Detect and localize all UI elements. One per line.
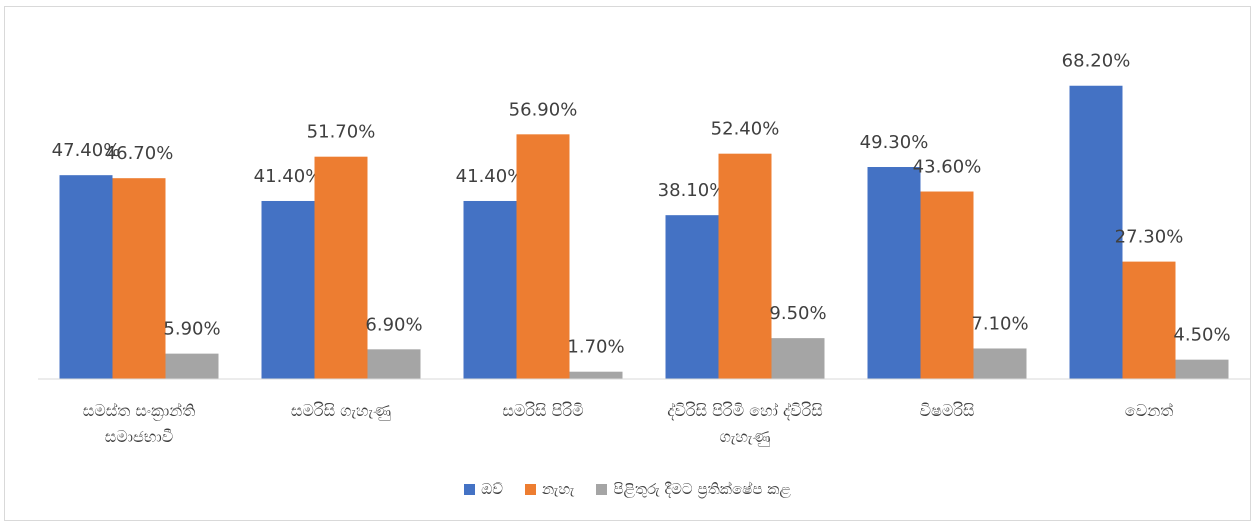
bar — [569, 371, 623, 379]
legend-swatch — [525, 483, 536, 495]
bar — [1122, 261, 1176, 379]
bar — [920, 191, 974, 379]
x-tick-label: සමරිසි ගැහැණු — [290, 401, 392, 420]
legend-label: ඔව් — [481, 480, 503, 498]
data-label: 56.90% — [509, 99, 578, 120]
data-label: 1.70% — [567, 337, 624, 358]
legend-label: නැහැ — [542, 480, 575, 498]
bar — [367, 349, 421, 379]
data-label: 27.30% — [1115, 227, 1184, 248]
x-tick-label: ද්විරිසි පිරිමි හෝ ද්විරිසි ගැහැණු — [667, 401, 823, 446]
data-label: 49.30% — [860, 132, 929, 153]
data-label: 51.70% — [307, 122, 376, 143]
bar — [59, 175, 113, 379]
data-label: 38.10% — [658, 180, 727, 201]
data-label: 41.40% — [254, 166, 323, 187]
legend-label: පිළිතුරු දීමට ප්‍රතික්ෂේප කළ — [613, 480, 791, 498]
data-label: 41.40% — [456, 166, 525, 187]
data-label: 47.40% — [52, 140, 121, 161]
x-tick-label: විෂමරිසි — [919, 401, 975, 420]
legend-item: ඔව් — [464, 480, 503, 498]
x-tick-label: වෙනත් — [1124, 401, 1174, 420]
data-label: 7.10% — [971, 313, 1028, 334]
bar — [261, 200, 315, 379]
x-tick-label: සමස්ත සංක්‍රාන්ති සමාජභාවී — [82, 401, 196, 446]
legend-swatch — [464, 483, 476, 495]
legend-item: පිළිතුරු දීමට ප්‍රතික්ෂේප කළ — [596, 480, 791, 498]
data-label: 9.50% — [769, 303, 826, 324]
bar — [314, 156, 368, 379]
bar — [718, 153, 772, 379]
bar — [463, 200, 517, 379]
data-label: 68.20% — [1062, 51, 1131, 72]
bar — [112, 178, 166, 379]
legend: ඔව් නැහැ පිළිතුරු දීමට ප්‍රතික්ෂේප කළ — [0, 480, 1255, 498]
data-label: 52.40% — [711, 119, 780, 140]
bar — [665, 215, 719, 379]
bar — [516, 134, 570, 379]
data-label: 4.50% — [1173, 325, 1230, 346]
bar — [867, 167, 921, 379]
data-label: 5.90% — [163, 319, 220, 340]
x-tick-label: සමරිසි පිරිමි — [502, 401, 584, 420]
legend-swatch — [596, 483, 608, 495]
bar — [771, 338, 825, 379]
data-label: 46.70% — [105, 143, 174, 164]
data-label: 6.90% — [365, 314, 422, 335]
legend-item: නැහැ — [525, 480, 574, 498]
bar — [1175, 359, 1229, 379]
chart-border — [4, 6, 1251, 521]
bar — [165, 353, 219, 379]
data-label: 43.60% — [913, 157, 982, 178]
bar — [973, 348, 1027, 379]
bar — [1069, 85, 1123, 380]
